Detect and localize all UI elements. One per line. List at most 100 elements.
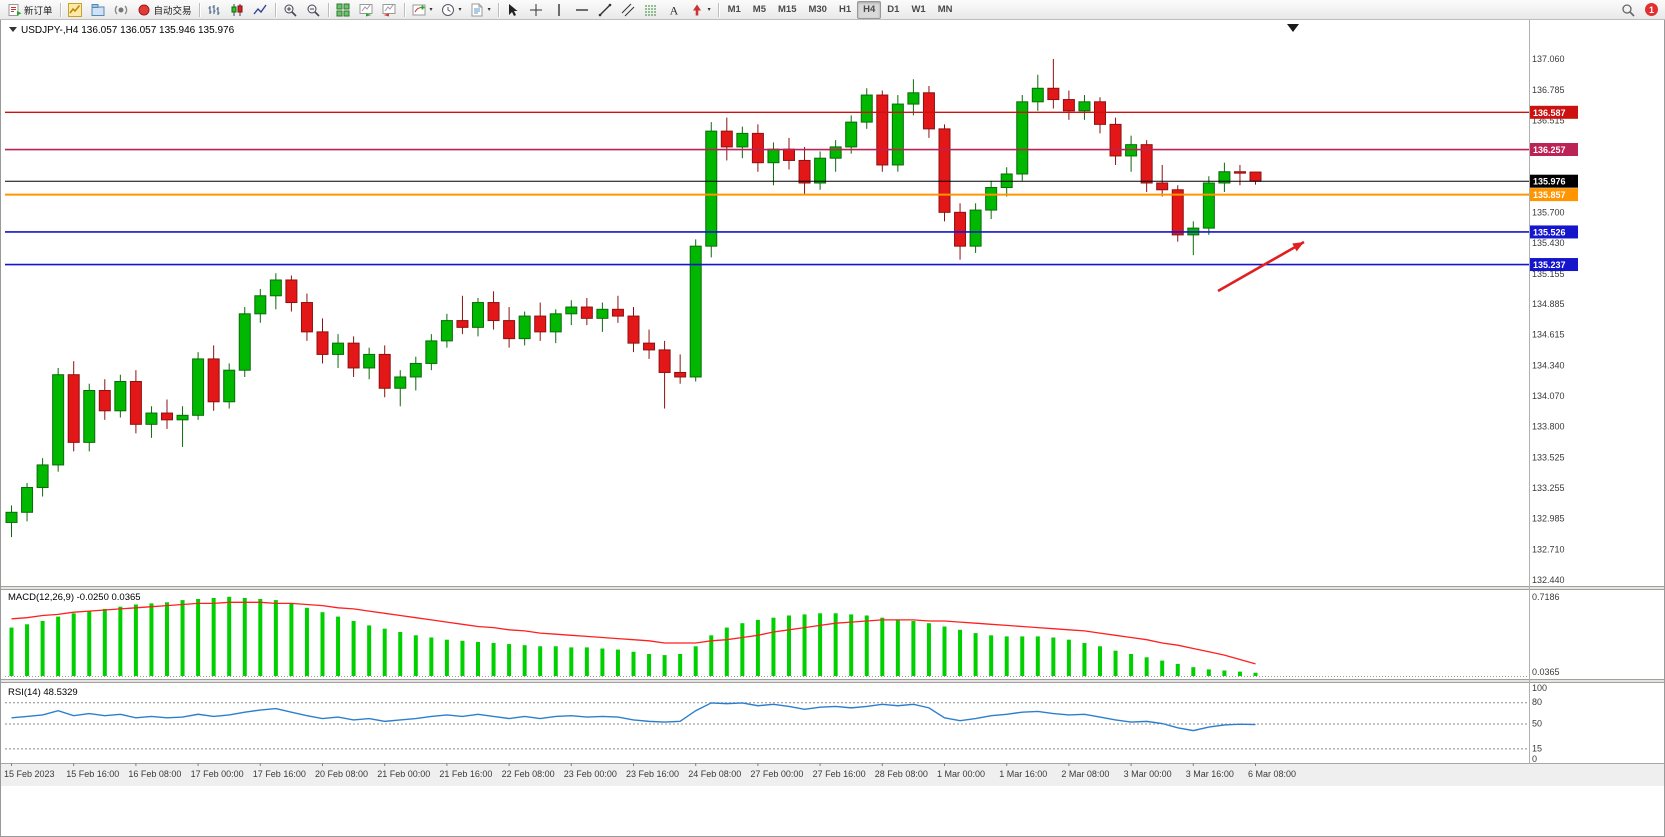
x-axis-label: 21 Feb 16:00 [439,769,492,779]
rsi-axis-label: 0 [1532,754,1537,764]
candle-body [1249,171,1262,182]
price-badge-label: 135.526 [1533,227,1566,237]
timeframe-h1-button[interactable]: H1 [833,1,857,19]
periods-button[interactable]: ▾ [437,1,466,19]
macd-histogram-bar [1004,636,1009,676]
x-axis-label: 20 Feb 08:00 [315,769,368,779]
tile-windows-button[interactable] [332,1,355,19]
cursor-button[interactable] [502,1,525,19]
x-axis-label: 15 Feb 16:00 [66,769,119,779]
macd-histogram-bar [787,615,791,676]
candle-body [674,371,687,378]
candle-body [192,358,205,416]
macd-histogram-bar [849,614,854,676]
candle-up [985,180,998,220]
x-axis-label: 3 Mar 16:00 [1186,769,1234,779]
candle-body [394,376,407,389]
price-badge-label: 136.257 [1533,145,1566,155]
macd-histogram-bar [1160,660,1165,676]
toolbar-separator [198,2,200,17]
macd-histogram-bar [289,603,294,676]
fibonacci-button[interactable] [640,1,663,19]
candle-body [845,121,858,148]
one-click-trading-toggle-icon[interactable] [9,27,17,32]
macd-histogram-bar [320,612,325,676]
x-axis-label: 3 Mar 00:00 [1124,769,1172,779]
y-axis-label: 132.985 [1532,513,1565,523]
bar-chart-button[interactable] [203,1,226,19]
candle-down [378,345,391,398]
line-chart-button[interactable] [249,1,272,19]
notifications-button[interactable]: 1 [1641,1,1662,19]
macd-histogram-bar [1222,670,1227,676]
macd-histogram-bar [180,600,185,676]
profiles-button[interactable] [87,1,110,19]
candle-body [378,353,391,389]
toolbar-separator [327,2,329,17]
trendline-button[interactable] [594,1,617,19]
trend-arrow-line[interactable] [1217,240,1305,293]
candle-body [969,209,982,247]
rsi-axis-label: 15 [1532,743,1542,753]
candlestick-chart-button[interactable] [226,1,249,19]
candle-up [176,406,189,447]
autotrading-button[interactable]: 自动交易 [133,1,196,19]
channel-button[interactable] [617,1,640,19]
timeframe-w1-button[interactable]: W1 [905,1,931,19]
y-axis-label: 132.710 [1532,545,1565,555]
horizontal-line-button[interactable] [571,1,594,19]
new-order-button[interactable]: 新订单 [3,1,57,19]
templates-button[interactable]: ▾ [466,1,495,19]
candle-body [363,353,376,369]
candle-body [83,390,96,443]
market-watch-icon [114,2,129,17]
timeframe-d1-button[interactable]: D1 [881,1,905,19]
arrows-button[interactable]: ▾ [686,1,715,19]
x-axis-label: 27 Feb 16:00 [813,769,866,779]
candle-body [129,380,142,425]
candle-up [891,95,904,172]
market-watch-button[interactable] [110,1,133,19]
macd-axis-label: 0.0365 [1532,667,1560,677]
macd-histogram-bar [133,604,138,676]
candle-up [409,356,422,391]
timeframe-h4-button[interactable]: H4 [857,0,882,19]
zoom-out-button[interactable] [302,1,325,19]
panel-divider[interactable] [0,679,1665,683]
candle-up [363,347,376,380]
macd-label: MACD(12,26,9) -0.0250 0.0365 [8,592,141,603]
price-badge-label: 135.976 [1533,177,1566,187]
candle-body [829,146,842,159]
candle-up [83,383,96,452]
price-badge-label: 135.237 [1533,260,1566,270]
macd-histogram-bar [351,621,356,676]
candle-body [1047,87,1060,101]
timeframe-m1-button[interactable]: M1 [722,1,747,19]
auto-scroll-button[interactable] [355,1,378,19]
text-button[interactable]: A [663,1,686,19]
new-chart-button[interactable] [64,1,87,19]
candle-up [254,289,267,323]
x-axis-label: 22 Feb 08:00 [502,769,555,779]
toolbar-separator [403,2,405,17]
macd-histogram-bar [693,646,698,676]
macd-histogram-bar [1144,657,1149,676]
panel-divider[interactable] [0,586,1665,590]
macd-histogram-bar [25,624,30,676]
indicators-icon [412,2,427,17]
search-button[interactable] [1616,1,1639,19]
crosshair-button[interactable] [525,1,548,19]
timeframe-mn-button[interactable]: MN [932,1,959,19]
timeframe-m30-button[interactable]: M30 [802,1,832,19]
chart-shift-button[interactable] [378,1,401,19]
zoom-in-button[interactable] [279,1,302,19]
chart-shift-marker[interactable] [1287,24,1299,32]
rsi-axis-label: 50 [1532,719,1542,729]
y-axis-label: 133.525 [1532,453,1565,463]
timeframe-m15-button[interactable]: M15 [772,1,802,19]
timeframe-m5-button[interactable]: M5 [747,1,772,19]
main-toolbar: 新订单 自动交易 ▾ ▾ ▾ A ▾ M1 M5 M15 M30 H1 H4 D1 W1 MN 1 [0,0,1665,20]
vertical-line-button[interactable] [548,1,571,19]
indicators-button[interactable]: ▾ [408,1,437,19]
